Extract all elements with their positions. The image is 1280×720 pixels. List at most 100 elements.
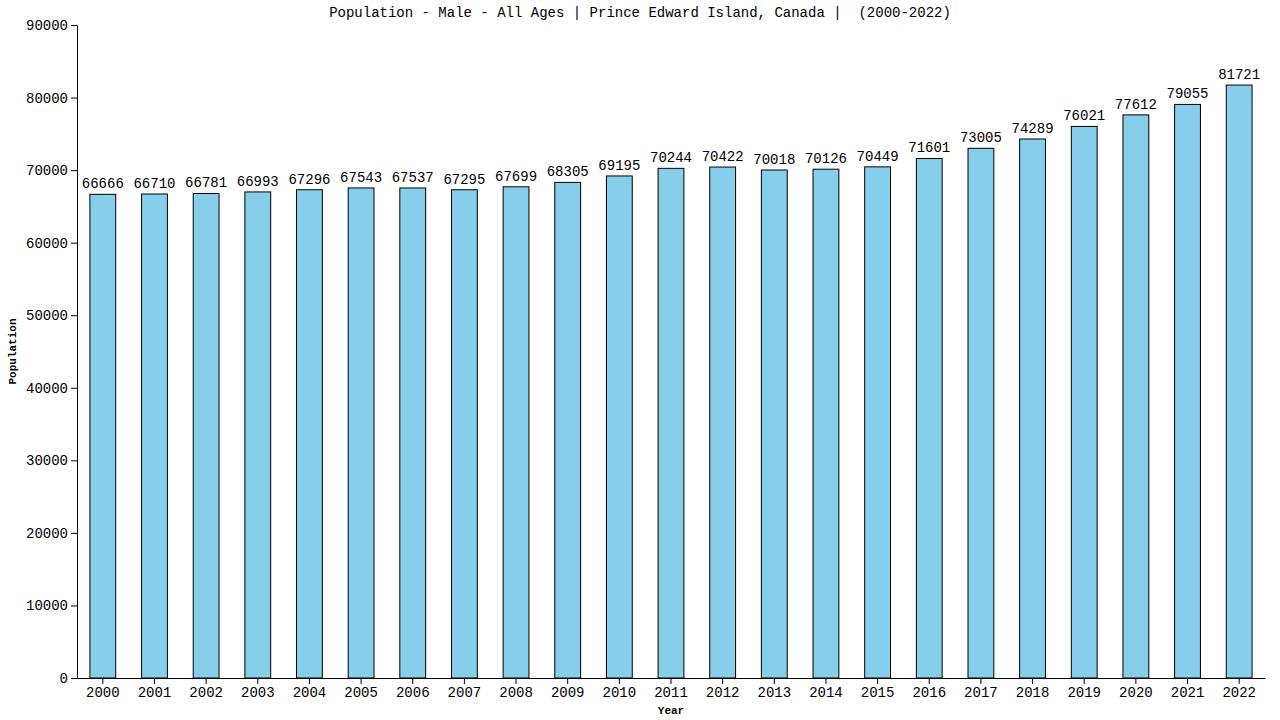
tick: 2007 bbox=[448, 678, 482, 701]
data-label: 67543 bbox=[340, 170, 382, 186]
tick-label: 2001 bbox=[138, 685, 172, 701]
data-label: 67296 bbox=[288, 172, 330, 188]
tick-label: 2013 bbox=[757, 685, 791, 701]
tick-mark bbox=[71, 678, 77, 679]
bar bbox=[658, 168, 684, 678]
tick-mark bbox=[102, 678, 103, 684]
tick-mark bbox=[722, 678, 723, 684]
data-label: 67699 bbox=[495, 169, 537, 185]
y-axis: 0100002000030000400005000060000700008000… bbox=[26, 18, 78, 687]
bar bbox=[710, 167, 736, 678]
tick: 2005 bbox=[344, 678, 378, 701]
data-label: 81721 bbox=[1218, 67, 1260, 83]
tick: 20000 bbox=[26, 526, 77, 542]
tick-label: 2002 bbox=[189, 685, 223, 701]
tick-label: 0 bbox=[60, 671, 68, 687]
tick: 2008 bbox=[499, 678, 533, 701]
tick-label: 30000 bbox=[26, 453, 68, 469]
tick-label: 2014 bbox=[809, 685, 843, 701]
tick: 90000 bbox=[26, 18, 77, 34]
bar bbox=[348, 188, 374, 678]
tick: 40000 bbox=[26, 381, 77, 397]
tick-mark bbox=[980, 678, 981, 684]
tick-mark bbox=[1135, 678, 1136, 684]
x-axis-title: Year bbox=[658, 705, 684, 717]
tick: 2001 bbox=[138, 678, 172, 701]
tick-mark bbox=[71, 25, 77, 26]
bar bbox=[142, 194, 168, 678]
data-label: 66993 bbox=[237, 174, 279, 190]
tick: 2020 bbox=[1119, 678, 1153, 701]
data-label: 76021 bbox=[1063, 108, 1105, 124]
data-label: 68305 bbox=[547, 164, 589, 180]
data-label: 70018 bbox=[753, 152, 795, 168]
tick-mark bbox=[71, 243, 77, 244]
tick-label: 80000 bbox=[26, 91, 68, 107]
tick: 2012 bbox=[706, 678, 740, 701]
tick-mark bbox=[567, 678, 568, 684]
tick: 30000 bbox=[26, 453, 77, 469]
tick-label: 2010 bbox=[603, 685, 637, 701]
bar bbox=[968, 148, 994, 678]
tick: 2000 bbox=[86, 678, 120, 701]
tick-label: 2012 bbox=[706, 685, 740, 701]
data-label: 74289 bbox=[1012, 121, 1054, 137]
bar bbox=[451, 190, 477, 678]
tick: 2019 bbox=[1067, 678, 1101, 701]
tick-label: 2004 bbox=[293, 685, 327, 701]
tick-label: 2009 bbox=[551, 685, 585, 701]
tick-mark bbox=[1239, 678, 1240, 684]
tick-label: 2018 bbox=[1016, 685, 1050, 701]
tick: 60000 bbox=[26, 236, 77, 252]
chart: 6666666710667816699367296675436753767295… bbox=[0, 0, 1280, 720]
bar bbox=[1020, 139, 1046, 678]
tick: 2022 bbox=[1222, 678, 1256, 701]
data-label: 71601 bbox=[908, 140, 950, 156]
bar bbox=[555, 182, 581, 678]
tick-mark bbox=[516, 678, 517, 684]
tick-mark bbox=[71, 170, 77, 171]
tick-label: 2019 bbox=[1067, 685, 1101, 701]
tick: 10000 bbox=[26, 598, 77, 614]
tick-mark bbox=[774, 678, 775, 684]
tick-mark bbox=[71, 388, 77, 389]
tick-label: 2021 bbox=[1171, 685, 1205, 701]
tick-label: 40000 bbox=[26, 381, 68, 397]
bar bbox=[193, 193, 219, 678]
tick-mark bbox=[361, 678, 362, 684]
bar bbox=[1226, 85, 1252, 678]
data-label: 79055 bbox=[1167, 86, 1209, 102]
tick-label: 90000 bbox=[26, 18, 68, 34]
tick: 0 bbox=[60, 671, 77, 687]
data-label: 70449 bbox=[857, 149, 899, 165]
bar bbox=[90, 194, 116, 678]
bar bbox=[1175, 104, 1201, 678]
data-label: 77612 bbox=[1115, 97, 1157, 113]
tick: 2017 bbox=[964, 678, 998, 701]
tick-mark bbox=[877, 678, 878, 684]
y-axis-title: Population bbox=[7, 318, 19, 384]
tick-label: 2005 bbox=[344, 685, 378, 701]
tick-label: 2003 bbox=[241, 685, 275, 701]
tick-label: 2015 bbox=[861, 685, 895, 701]
bar bbox=[297, 190, 323, 678]
tick-label: 2000 bbox=[86, 685, 120, 701]
tick: 2011 bbox=[654, 678, 688, 701]
tick: 80000 bbox=[26, 91, 77, 107]
tick: 2021 bbox=[1171, 678, 1205, 701]
tick-label: 2016 bbox=[912, 685, 946, 701]
tick-mark bbox=[71, 605, 77, 606]
bar bbox=[606, 176, 632, 678]
tick: 2006 bbox=[396, 678, 430, 701]
tick: 2015 bbox=[861, 678, 895, 701]
tick-label: 2022 bbox=[1222, 685, 1256, 701]
tick-mark bbox=[619, 678, 620, 684]
tick-label: 2008 bbox=[499, 685, 533, 701]
tick-mark bbox=[825, 678, 826, 684]
tick-mark bbox=[71, 460, 77, 461]
tick-label: 2020 bbox=[1119, 685, 1153, 701]
tick-label: 70000 bbox=[26, 163, 68, 179]
tick: 2018 bbox=[1016, 678, 1050, 701]
bar bbox=[865, 167, 891, 678]
tick-mark bbox=[71, 533, 77, 534]
